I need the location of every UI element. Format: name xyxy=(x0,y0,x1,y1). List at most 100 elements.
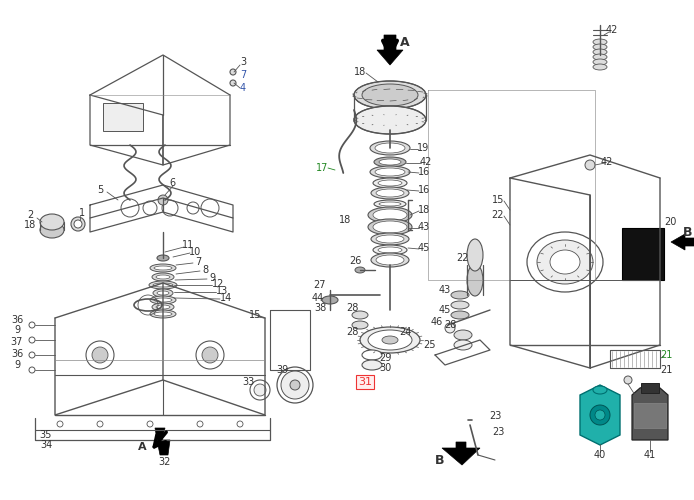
Ellipse shape xyxy=(593,54,607,60)
Ellipse shape xyxy=(154,298,172,302)
Ellipse shape xyxy=(149,281,177,289)
Text: A: A xyxy=(400,36,410,50)
Ellipse shape xyxy=(362,350,382,360)
Ellipse shape xyxy=(154,266,172,270)
Text: 10: 10 xyxy=(189,247,201,257)
Ellipse shape xyxy=(454,330,472,340)
Circle shape xyxy=(230,80,236,86)
Ellipse shape xyxy=(593,44,607,50)
Text: 35: 35 xyxy=(40,430,52,440)
Text: 42: 42 xyxy=(420,157,432,167)
Text: 40: 40 xyxy=(594,450,606,460)
Polygon shape xyxy=(377,35,403,65)
Text: 1: 1 xyxy=(79,208,85,218)
Ellipse shape xyxy=(467,239,483,271)
Text: 45: 45 xyxy=(418,243,430,253)
Circle shape xyxy=(86,341,114,369)
Text: 7: 7 xyxy=(240,70,246,80)
Text: 6: 6 xyxy=(169,178,175,188)
Text: 36: 36 xyxy=(11,315,23,325)
Ellipse shape xyxy=(454,340,472,350)
Circle shape xyxy=(29,337,35,343)
Ellipse shape xyxy=(371,233,409,245)
Circle shape xyxy=(97,421,103,427)
Circle shape xyxy=(29,352,35,358)
Circle shape xyxy=(445,323,455,333)
Text: 42: 42 xyxy=(601,157,613,167)
Text: 25: 25 xyxy=(424,340,437,350)
Ellipse shape xyxy=(368,219,412,235)
Polygon shape xyxy=(442,442,480,465)
Text: 37: 37 xyxy=(11,337,23,347)
Text: 43: 43 xyxy=(418,222,430,232)
Ellipse shape xyxy=(373,221,407,233)
Text: 45: 45 xyxy=(439,305,451,315)
Circle shape xyxy=(158,195,168,205)
Ellipse shape xyxy=(362,84,418,106)
Circle shape xyxy=(196,341,224,369)
Text: 15: 15 xyxy=(492,195,504,205)
Ellipse shape xyxy=(153,283,173,287)
Circle shape xyxy=(202,347,218,363)
Ellipse shape xyxy=(370,166,410,178)
Ellipse shape xyxy=(152,303,174,311)
Ellipse shape xyxy=(157,291,169,295)
Text: 4: 4 xyxy=(240,83,246,93)
Text: 39: 39 xyxy=(276,365,288,375)
Text: 28: 28 xyxy=(443,320,456,330)
Ellipse shape xyxy=(368,330,412,350)
Ellipse shape xyxy=(373,245,407,255)
Ellipse shape xyxy=(40,222,64,238)
Ellipse shape xyxy=(354,106,426,134)
Ellipse shape xyxy=(355,267,365,273)
Ellipse shape xyxy=(379,202,401,206)
Circle shape xyxy=(57,421,63,427)
Ellipse shape xyxy=(156,275,170,279)
Text: 31: 31 xyxy=(358,377,372,387)
Text: 3: 3 xyxy=(240,57,246,67)
Text: 43: 43 xyxy=(439,285,451,295)
Ellipse shape xyxy=(368,207,412,223)
Text: 16: 16 xyxy=(418,185,430,195)
Ellipse shape xyxy=(593,39,607,45)
Ellipse shape xyxy=(379,159,401,165)
Ellipse shape xyxy=(378,247,402,253)
Ellipse shape xyxy=(374,157,406,167)
Ellipse shape xyxy=(153,289,173,297)
Ellipse shape xyxy=(593,386,607,394)
Text: 44: 44 xyxy=(312,293,324,303)
Text: 9: 9 xyxy=(14,325,20,335)
Ellipse shape xyxy=(354,81,426,109)
Bar xyxy=(103,103,143,131)
Circle shape xyxy=(92,347,108,363)
Text: 21: 21 xyxy=(660,365,672,375)
Text: 26: 26 xyxy=(349,256,361,266)
Text: 2: 2 xyxy=(27,210,33,220)
Ellipse shape xyxy=(537,240,593,284)
Ellipse shape xyxy=(370,141,410,155)
Bar xyxy=(641,383,659,393)
Circle shape xyxy=(250,380,270,400)
Ellipse shape xyxy=(154,312,172,316)
Text: 18: 18 xyxy=(24,220,36,230)
Circle shape xyxy=(29,367,35,373)
Text: 23: 23 xyxy=(489,411,501,421)
Text: 8: 8 xyxy=(202,265,208,275)
Ellipse shape xyxy=(375,143,405,153)
Text: 41: 41 xyxy=(644,450,656,460)
Ellipse shape xyxy=(382,336,398,344)
Text: 18: 18 xyxy=(339,215,351,225)
Ellipse shape xyxy=(152,273,174,281)
Circle shape xyxy=(595,410,605,420)
Ellipse shape xyxy=(150,310,176,318)
Circle shape xyxy=(71,217,85,231)
Circle shape xyxy=(590,405,610,425)
Polygon shape xyxy=(580,385,620,445)
Ellipse shape xyxy=(378,180,402,186)
Text: 31: 31 xyxy=(358,377,372,387)
Polygon shape xyxy=(632,385,668,440)
Ellipse shape xyxy=(593,64,607,70)
Text: 23: 23 xyxy=(492,427,504,437)
Circle shape xyxy=(29,322,35,328)
Bar xyxy=(634,403,666,428)
